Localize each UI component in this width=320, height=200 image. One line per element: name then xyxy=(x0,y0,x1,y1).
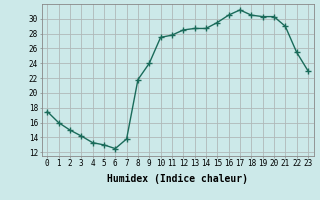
X-axis label: Humidex (Indice chaleur): Humidex (Indice chaleur) xyxy=(107,174,248,184)
